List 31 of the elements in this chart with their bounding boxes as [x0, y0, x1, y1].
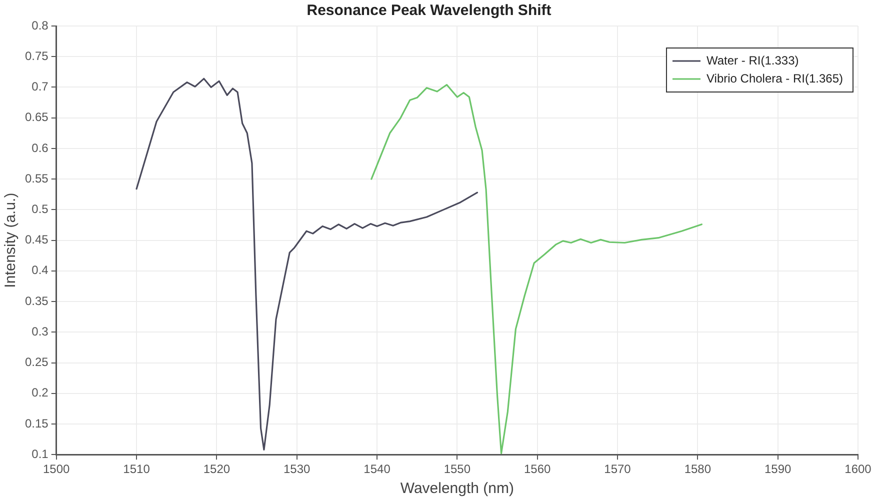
y-tick-label: 0.15	[24, 416, 49, 430]
x-tick-label: 1530	[283, 462, 311, 476]
x-tick-label: 1600	[844, 462, 872, 476]
y-tick-label: 0.1	[32, 446, 49, 461]
y-tick-label: 0.4	[32, 263, 49, 278]
y-axis-title: Intensity (a.u.)	[2, 192, 20, 288]
x-tick-label: 1510	[123, 462, 150, 476]
legend-label: Vibrio Cholera - RI(1.365)	[706, 71, 844, 86]
chart-title: Resonance Peak Wavelength Shift	[306, 2, 552, 20]
y-tick-label: 0.5	[32, 202, 49, 216]
y-tick-label: 0.65	[24, 110, 49, 124]
x-axis-title: Wavelength (nm)	[400, 480, 514, 498]
y-tick-label: 0.25	[24, 355, 49, 370]
y-tick-label: 0.3	[32, 324, 49, 338]
x-tick-label: 1580	[684, 462, 712, 476]
y-tick-label: 0.6	[32, 140, 49, 155]
x-tick-label: 1520	[203, 462, 230, 476]
x-tick-label: 1550	[444, 462, 471, 476]
y-tick-label: 0.75	[24, 48, 49, 63]
x-tick-label: 1590	[764, 462, 792, 476]
y-tick-label: 0.8	[32, 18, 49, 32]
y-tick-label: 0.2	[32, 386, 49, 400]
x-tick-label: 1500	[43, 462, 70, 476]
x-tick-label: 1540	[364, 462, 391, 476]
x-tick-label: 1570	[604, 462, 632, 476]
legend-label: Water - RI(1.333)	[706, 53, 799, 68]
y-tick-label: 0.7	[32, 80, 49, 94]
x-tick-label: 1560	[524, 462, 552, 476]
y-tick-label: 0.55	[24, 171, 49, 186]
y-tick-label: 0.35	[24, 294, 49, 308]
y-tick-label: 0.45	[24, 232, 49, 247]
